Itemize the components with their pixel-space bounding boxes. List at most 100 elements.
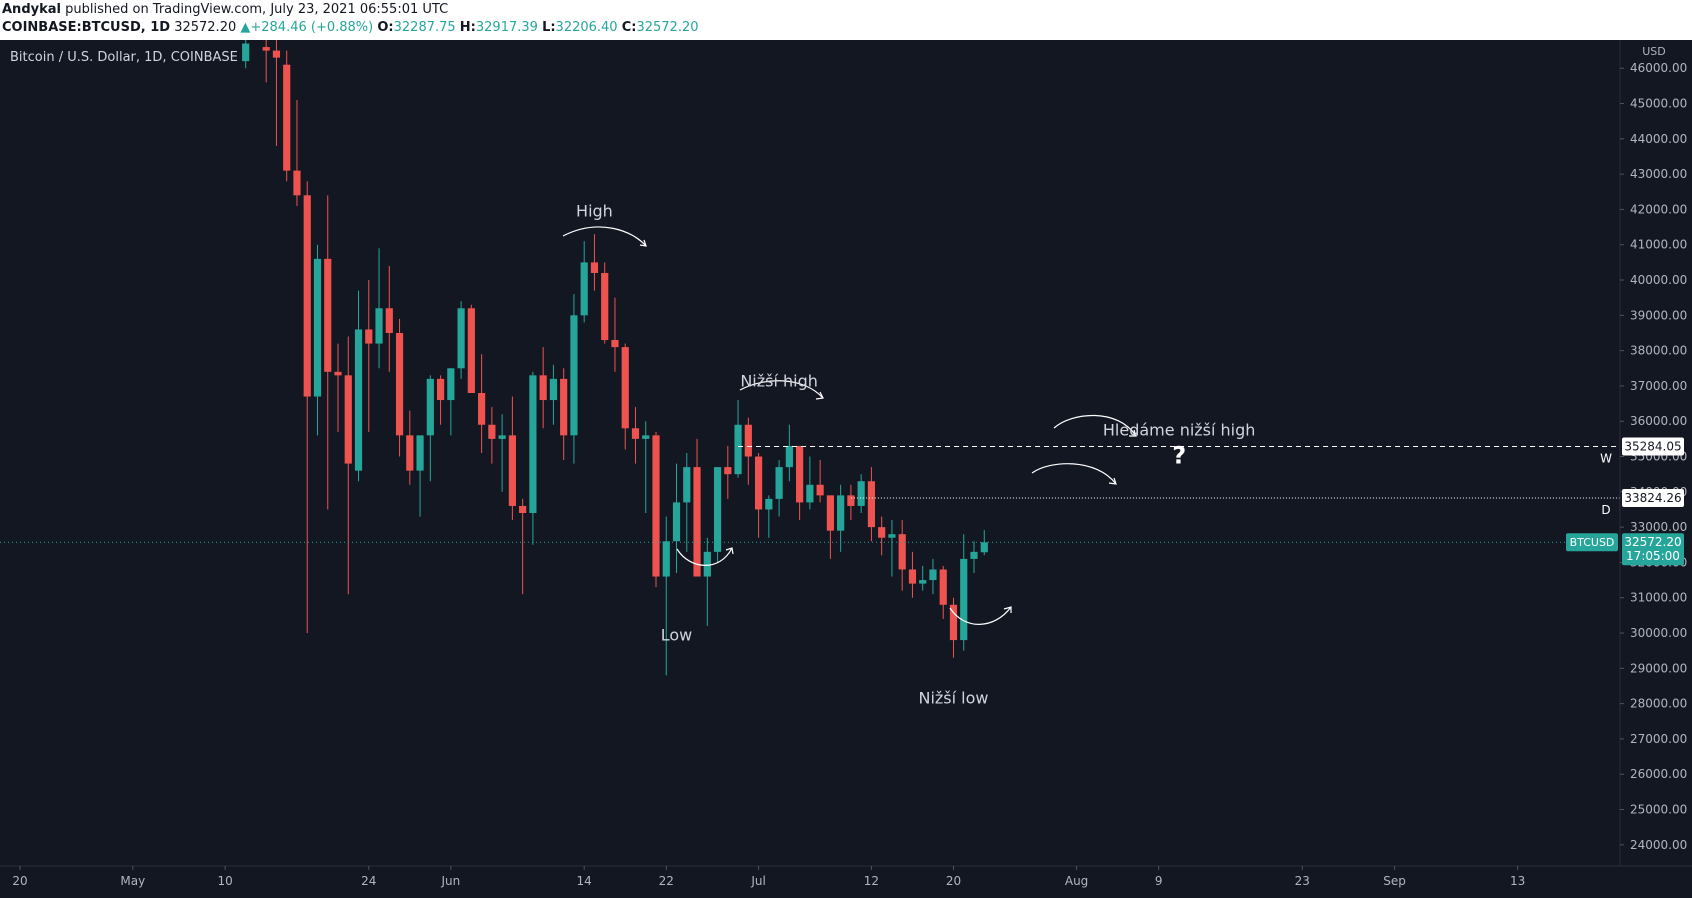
chart-area[interactable]: High Nižší high Low Nižší low Hledáme nižší … (0, 40, 1692, 898)
candle (672, 463, 681, 574)
nizsi-high-arrow-head (815, 391, 824, 400)
price-tick-label: 41000.00 (1630, 238, 1687, 252)
candle-body (293, 170, 301, 196)
projection-arrow-head-upper (1129, 429, 1137, 437)
candle (662, 516, 670, 676)
candle-body (447, 368, 455, 401)
change-up-icon: ▲ (240, 20, 251, 35)
candle-body (724, 467, 732, 475)
candle-body (457, 308, 465, 369)
candle-body (857, 481, 865, 506)
candle-body (796, 445, 804, 503)
candle (631, 407, 640, 464)
candle (324, 195, 332, 510)
candle-body (683, 467, 691, 503)
price-tick-label: 29000.00 (1630, 661, 1687, 675)
annotation-hledame[interactable]: Hledáme nižší high (1103, 420, 1256, 439)
candle-body (960, 558, 968, 641)
drawings-layer (562, 226, 1137, 625)
candle (560, 368, 568, 461)
low-value: 32206.40 (555, 20, 618, 35)
annotation-question[interactable]: ? (1172, 442, 1186, 470)
author-name[interactable]: Andykal (2, 2, 61, 17)
d-level-label-box (1622, 489, 1684, 508)
candle (949, 597, 958, 658)
candle-body (652, 435, 660, 577)
candle-body (334, 371, 342, 376)
candle (406, 410, 414, 485)
annotation-low[interactable]: Low (661, 625, 693, 644)
high-arrow-head (639, 239, 647, 247)
price-tick-label: 31000.00 (1630, 591, 1687, 605)
candle (426, 375, 434, 482)
candle-body (436, 378, 445, 401)
nizsi-low-arrow-head (1003, 606, 1012, 613)
candle-body (611, 340, 619, 348)
candle (857, 474, 865, 514)
price-tick-label: 40000.00 (1630, 273, 1687, 287)
annotation-high[interactable]: High (576, 201, 613, 220)
candle-body (498, 435, 506, 439)
time-tick-label: 9 (1155, 874, 1163, 888)
symbol-info: COINBASE:BTCUSD, 1D 32572.20 ▲+284.46 (+… (2, 20, 699, 35)
candle-body (344, 375, 352, 464)
candle-body (478, 392, 486, 425)
low-arrow-head (725, 547, 734, 555)
candle-body (580, 262, 588, 316)
price-tick-label: 39000.00 (1630, 308, 1687, 322)
candle (826, 495, 834, 559)
candle (313, 244, 322, 436)
symbol-tag-box (1566, 533, 1618, 552)
candle (354, 290, 363, 482)
candle-body (508, 435, 516, 506)
candle-body (775, 467, 783, 499)
price-tick-label: 43000.00 (1630, 167, 1687, 181)
levels-layer (0, 446, 1620, 543)
candle (242, 40, 250, 69)
candle (642, 421, 650, 514)
candle-body (908, 569, 917, 584)
price-tick-label: 28000.00 (1630, 697, 1687, 711)
candle-body (867, 481, 876, 528)
price-tick-label: 46000.00 (1630, 61, 1687, 75)
candle-body (898, 534, 906, 570)
price-tick-label: 36000.00 (1630, 414, 1687, 428)
symbol-tag: BTCUSD (1570, 536, 1615, 549)
currency-label[interactable]: USD (1642, 45, 1666, 58)
candle-body (488, 424, 496, 439)
candle (796, 445, 804, 521)
candle-body (375, 308, 383, 344)
high-arc-arrow-icon (562, 226, 647, 247)
candle (744, 417, 752, 485)
price-tick-label: 30000.00 (1630, 626, 1687, 640)
candle-body (837, 495, 845, 531)
candle (878, 516, 886, 556)
candle (785, 424, 793, 482)
candle (621, 343, 629, 450)
countdown-label: 17:05:00 (1626, 549, 1680, 563)
candle-body (529, 375, 537, 514)
d-level-tag: D (1601, 503, 1610, 517)
w-level-tag: W (1600, 452, 1612, 466)
annotation-nizsi-high[interactable]: Nižší high (740, 371, 818, 390)
candle (272, 40, 281, 146)
d-level-label: 33824.26 (1624, 491, 1681, 505)
last-price-header: 32572.20 (174, 20, 237, 35)
candle (867, 467, 876, 542)
close-value: 32572.20 (636, 20, 699, 35)
last-price-label: 32572.20 (1624, 535, 1681, 549)
candle (693, 438, 701, 577)
candle-body (313, 258, 322, 397)
candle (611, 297, 619, 372)
annotation-nizsi-low[interactable]: Nižší low (918, 689, 988, 708)
price-tick-label: 38000.00 (1630, 344, 1687, 358)
time-scale[interactable]: 20 May 10 24 Jun 14 22 Jul 12 20 Aug 9 23 Sep 13 (12, 866, 1525, 888)
projection-arc-upper-icon (1053, 414, 1137, 437)
candle (837, 484, 845, 552)
price-scale[interactable]: 24000.00 25000.00 26000.00 27000.00 28000.00… (1620, 61, 1687, 852)
nizsi-low-arc-arrow-icon (949, 606, 1012, 625)
nizsi-high-arc-arrow-icon (739, 380, 824, 399)
candle (847, 484, 855, 521)
candle (816, 460, 824, 503)
